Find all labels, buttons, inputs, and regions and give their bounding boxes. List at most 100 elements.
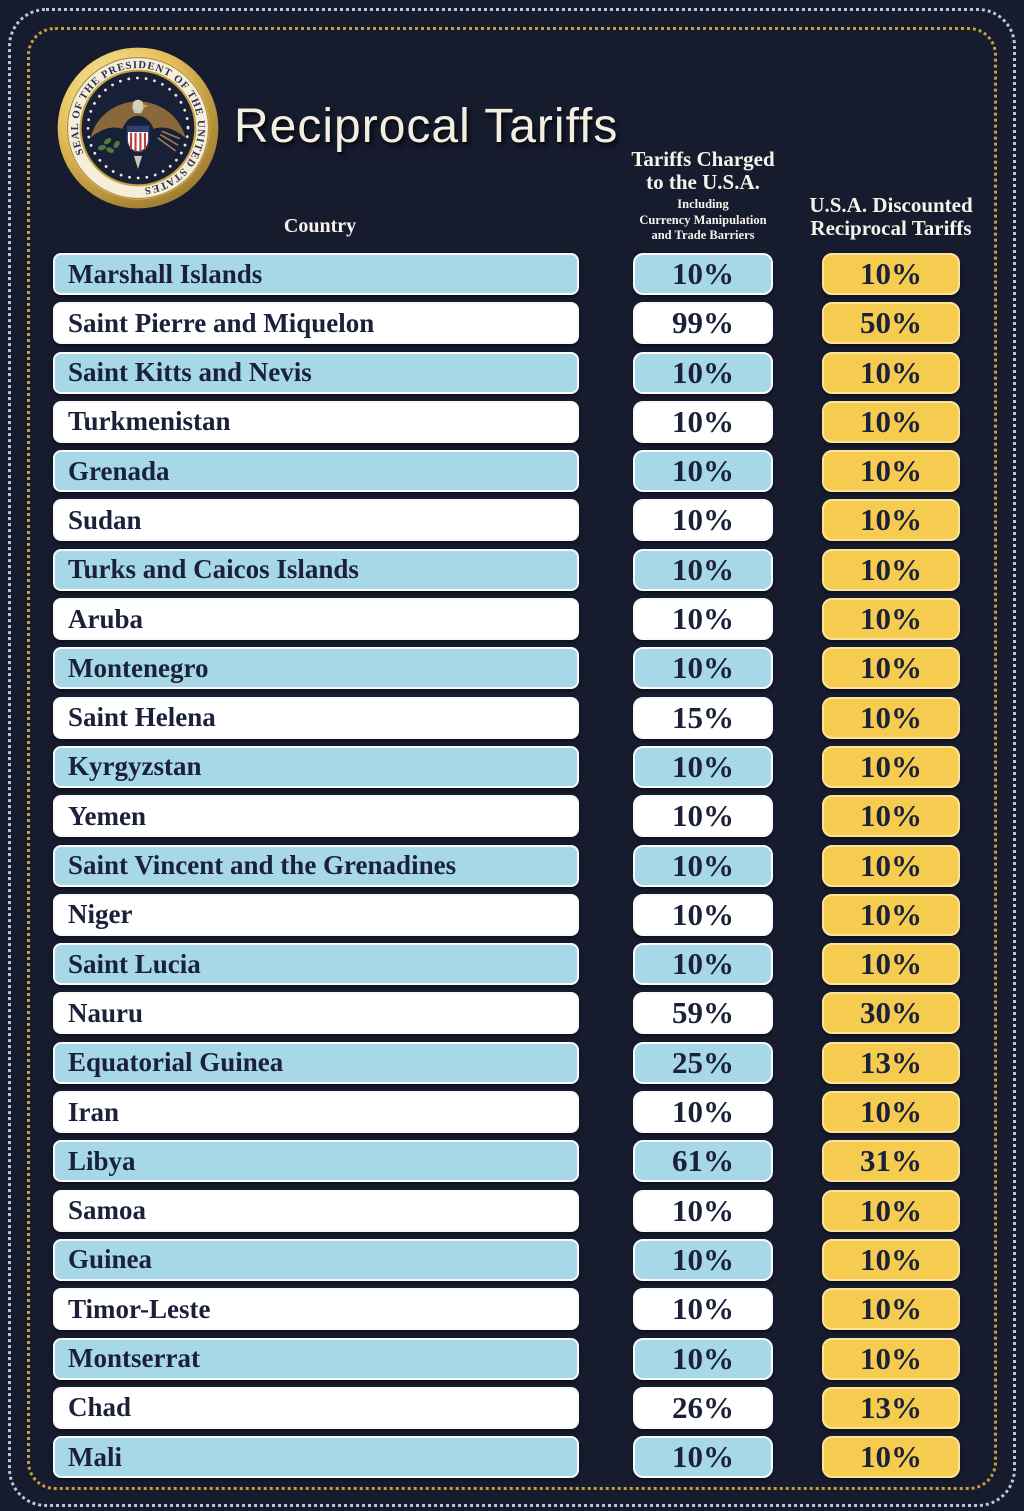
discounted-tariff-cell: 10% [822, 795, 960, 838]
table-row: Libya 61% 31% [0, 1140, 1024, 1183]
charged-tariff-cell: 26% [633, 1386, 773, 1429]
country-cell: Montserrat [53, 1337, 579, 1380]
country-cell: Samoa [53, 1189, 579, 1232]
table-row: Saint Kitts and Nevis 10% 10% [0, 351, 1024, 394]
country-cell: Guinea [53, 1238, 579, 1281]
charged-tariff-cell: 15% [633, 696, 773, 739]
country-cell: Kyrgyzstan [53, 745, 579, 788]
charged-tariff-cell: 10% [633, 598, 773, 641]
charged-tariff-cell: 10% [633, 1337, 773, 1380]
country-cell: Turkmenistan [53, 400, 579, 443]
charged-tariff-cell: 10% [633, 548, 773, 591]
table-row: Aruba 10% 10% [0, 598, 1024, 641]
tariff-table-rows: Marshall Islands 10% 10% Saint Pierre and M… [0, 253, 1024, 1479]
column-header-country: Country [283, 215, 357, 237]
table-row: Marshall Islands 10% 10% [0, 253, 1024, 295]
charged-header-line1: Tariffs Charged [631, 147, 775, 171]
charged-header-sub1: Including [677, 197, 729, 212]
presidential-seal-icon: SEAL OF THE PRESIDENT OF THE UNITED STAT… [57, 47, 219, 209]
table-row: Yemen 10% 10% [0, 795, 1024, 838]
charged-header-sub2: Currency Manipulation [639, 212, 767, 227]
charged-tariff-cell: 10% [633, 647, 773, 690]
table-row: Sudan 10% 10% [0, 499, 1024, 542]
country-cell: Montenegro [53, 647, 579, 690]
country-cell: Equatorial Guinea [53, 1041, 579, 1084]
country-cell: Niger [53, 893, 579, 936]
charged-header-line2: to the U.S.A. [646, 170, 760, 195]
country-cell: Saint Pierre and Miquelon [53, 302, 579, 345]
country-cell: Turks and Caicos Islands [53, 548, 579, 591]
discounted-tariff-cell: 30% [822, 992, 960, 1035]
country-cell: Iran [53, 1091, 579, 1134]
charged-tariff-cell: 10% [633, 253, 773, 295]
table-row: Niger 10% 10% [0, 893, 1024, 936]
country-cell: Saint Vincent and the Grenadines [53, 844, 579, 887]
charged-tariff-cell: 10% [633, 844, 773, 887]
column-header-discounted: U.S.A. Discounted Reciprocal Tariffs [786, 193, 996, 241]
charged-tariff-cell: 10% [633, 499, 773, 542]
charged-tariff-cell: 10% [633, 893, 773, 936]
column-header-tariffs-charged: Tariffs Charged to the U.S.A. Including … [593, 147, 813, 244]
country-cell: Sudan [53, 499, 579, 542]
discounted-tariff-cell: 13% [822, 1386, 960, 1429]
table-row: Mali 10% 10% [0, 1436, 1024, 1479]
discounted-tariff-cell: 10% [822, 647, 960, 690]
country-cell: Nauru [53, 992, 579, 1035]
country-cell: Chad [53, 1386, 579, 1429]
country-cell: Grenada [53, 450, 579, 493]
table-row: Guinea 10% 10% [0, 1238, 1024, 1281]
country-cell: Libya [53, 1140, 579, 1183]
discounted-header-line2: Reciprocal Tariffs [810, 216, 972, 241]
charged-tariff-cell: 10% [633, 745, 773, 788]
discounted-tariff-cell: 10% [822, 844, 960, 887]
discounted-tariff-cell: 10% [822, 450, 960, 493]
country-cell: Saint Helena [53, 696, 579, 739]
country-cell: Mali [53, 1436, 579, 1479]
discounted-tariff-cell: 10% [822, 400, 960, 443]
table-row: Nauru 59% 30% [0, 992, 1024, 1035]
charged-tariff-cell: 10% [633, 1189, 773, 1232]
charged-tariff-cell: 10% [633, 1238, 773, 1281]
charged-tariff-cell: 10% [633, 943, 773, 986]
star-ring [86, 76, 190, 180]
charged-header-sub3: and Trade Barriers [651, 228, 755, 243]
discounted-tariff-cell: 13% [822, 1041, 960, 1084]
discounted-tariff-cell: 10% [822, 253, 960, 295]
charged-tariff-cell: 61% [633, 1140, 773, 1183]
charged-tariff-cell: 10% [633, 1091, 773, 1134]
country-cell: Saint Kitts and Nevis [53, 351, 579, 394]
country-cell: Timor-Leste [53, 1288, 579, 1331]
discounted-tariff-cell: 10% [822, 893, 960, 936]
table-row: Saint Vincent and the Grenadines 10% 10% [0, 844, 1024, 887]
table-row: Saint Pierre and Miquelon 99% 50% [0, 302, 1024, 345]
charged-tariff-cell: 10% [633, 400, 773, 443]
country-cell: Saint Lucia [53, 943, 579, 986]
table-row: Montserrat 10% 10% [0, 1337, 1024, 1380]
table-row: Grenada 10% 10% [0, 450, 1024, 493]
discounted-tariff-cell: 31% [822, 1140, 960, 1183]
table-row: Kyrgyzstan 10% 10% [0, 745, 1024, 788]
discounted-header-line1: U.S.A. Discounted [809, 193, 973, 217]
discounted-tariff-cell: 10% [822, 696, 960, 739]
discounted-tariff-cell: 10% [822, 598, 960, 641]
discounted-tariff-cell: 50% [822, 302, 960, 345]
discounted-tariff-cell: 10% [822, 1288, 960, 1331]
page-title: Reciprocal Tariffs [234, 100, 619, 153]
discounted-tariff-cell: 10% [822, 1238, 960, 1281]
table-row: Chad 26% 13% [0, 1386, 1024, 1429]
discounted-tariff-cell: 10% [822, 548, 960, 591]
discounted-tariff-cell: 10% [822, 745, 960, 788]
table-row: Turks and Caicos Islands 10% 10% [0, 548, 1024, 591]
charged-tariff-cell: 10% [633, 351, 773, 394]
discounted-tariff-cell: 10% [822, 1337, 960, 1380]
table-row: Equatorial Guinea 25% 13% [0, 1041, 1024, 1084]
table-row: Timor-Leste 10% 10% [0, 1288, 1024, 1331]
charged-tariff-cell: 10% [633, 1288, 773, 1331]
country-cell: Yemen [53, 795, 579, 838]
table-row: Iran 10% 10% [0, 1091, 1024, 1134]
country-cell: Marshall Islands [53, 253, 579, 295]
table-row: Montenegro 10% 10% [0, 647, 1024, 690]
charged-tariff-cell: 99% [633, 302, 773, 345]
charged-tariff-cell: 10% [633, 1436, 773, 1479]
discounted-tariff-cell: 10% [822, 499, 960, 542]
